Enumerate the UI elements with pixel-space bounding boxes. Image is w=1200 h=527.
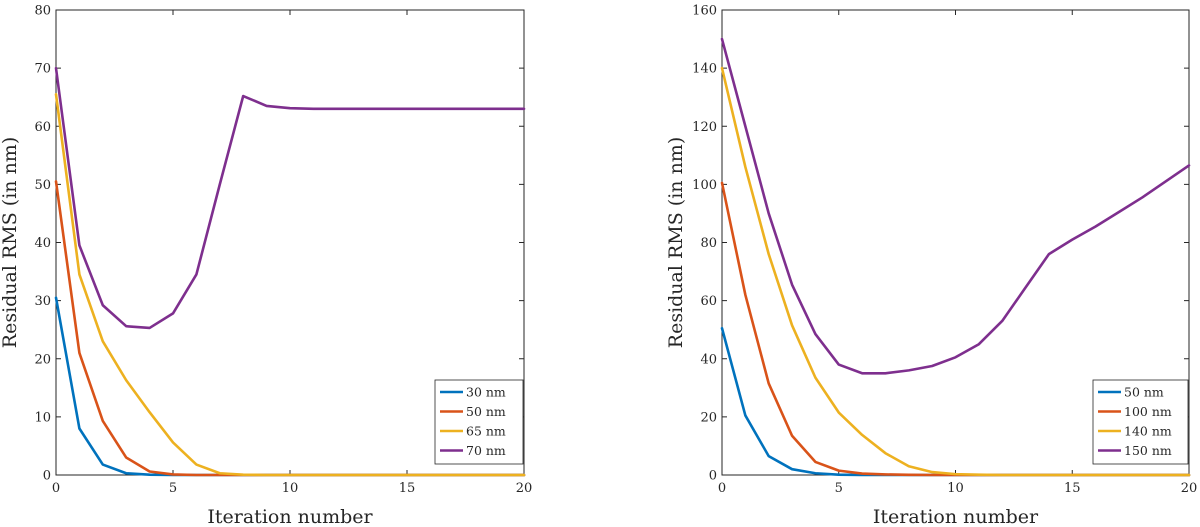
x-tick-label: 15 [399, 481, 416, 496]
x-tick-label: 0 [52, 481, 60, 496]
x-tick-label: 10 [282, 481, 299, 496]
y-tick-label: 80 [34, 4, 51, 19]
x-tick-label: 5 [835, 481, 843, 496]
x-tick-label: 20 [1181, 481, 1198, 496]
y-tick-label: 20 [700, 410, 717, 425]
legend-entry: 50 nm [1124, 384, 1164, 399]
legend: 30 nm 50 nm 65 nm 70 nm [434, 379, 524, 465]
legend: 50 nm 100 nm 140 nm 150 nm [1092, 379, 1189, 465]
x-tick-label: 5 [169, 481, 177, 496]
y-tick-label: 60 [700, 294, 717, 309]
y-tick-label: 40 [700, 352, 717, 367]
y-tick-label: 40 [34, 236, 51, 251]
chart-panel-left: 0 5 10 15 20 0 10 20 30 40 50 60 70 80 Iteration numbe… [0, 4, 532, 527]
y-tick-label: 140 [692, 62, 717, 77]
x-tick-label: 15 [1064, 481, 1081, 496]
series-line-70-nm [54, 66, 526, 330]
chart-panel-right: 0 5 10 15 20 0 20 40 60 80 100 120 140 160 Iteration n… [665, 4, 1197, 527]
y-tick-label: 30 [34, 294, 51, 309]
legend-entry: 30 nm [466, 384, 506, 399]
x-tick-label: 0 [718, 481, 726, 496]
y-tick-label: 20 [34, 352, 51, 367]
x-axis-label: Iteration number [873, 506, 1039, 527]
series-line-150-nm [720, 37, 1191, 375]
y-tick-label: 70 [34, 62, 51, 77]
legend-entry: 140 nm [1124, 423, 1172, 438]
series-line-65-nm [54, 92, 526, 477]
x-tick-label: 10 [947, 481, 964, 496]
legend-entry: 100 nm [1124, 404, 1172, 419]
x-tick-label: 20 [516, 481, 533, 496]
y-tick-label: 50 [34, 178, 51, 193]
y-axis-label: Residual RMS (in nm) [665, 137, 687, 348]
y-tick-label: 0 [43, 469, 51, 484]
legend-entry: 70 nm [466, 443, 506, 458]
y-tick-label: 100 [692, 178, 717, 193]
y-axis-label: Residual RMS (in nm) [0, 137, 21, 348]
y-tick-label: 10 [34, 410, 51, 425]
y-tick-label: 160 [692, 4, 717, 19]
x-axis-label: Iteration number [207, 506, 373, 527]
legend-entry: 150 nm [1124, 443, 1172, 458]
y-tick-label: 120 [692, 120, 717, 135]
legend-entry: 65 nm [466, 423, 506, 438]
y-tick-label: 0 [709, 469, 717, 484]
y-tick-label: 80 [700, 236, 717, 251]
y-tick-label: 60 [34, 120, 51, 135]
legend-entry: 50 nm [466, 404, 506, 419]
series-line-140-nm [720, 66, 1191, 477]
